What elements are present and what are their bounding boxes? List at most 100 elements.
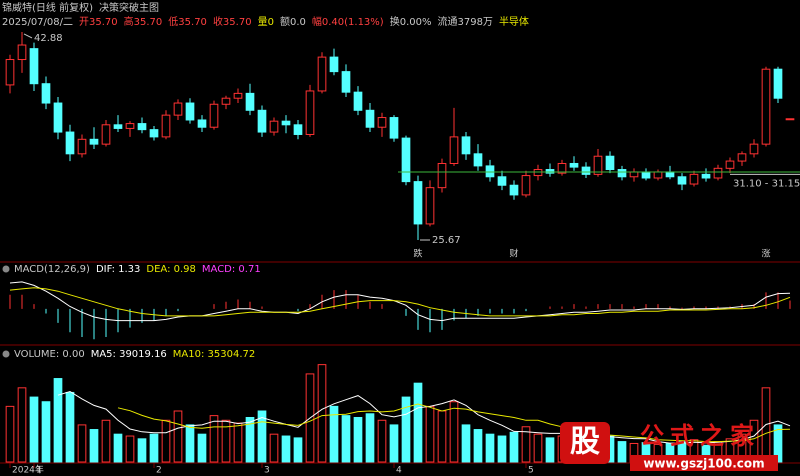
volume-bar [29, 396, 39, 463]
candle-body [125, 123, 135, 129]
volume-bar [533, 433, 543, 463]
candle-body [581, 166, 591, 175]
ma5-line [57, 390, 791, 444]
candle-body [209, 103, 219, 128]
volume-bar [77, 424, 87, 463]
high-label: 42.88 [34, 33, 63, 44]
volume-bar [353, 416, 363, 463]
watermark-logo: 股 [570, 425, 600, 460]
dif-line [9, 281, 791, 322]
x-tick-label: 1 [36, 466, 42, 476]
candle-body [269, 120, 279, 133]
legend-text: 额0.0 [280, 15, 306, 28]
candle-body [77, 138, 87, 155]
candle-body [305, 90, 315, 135]
legend-text: DEA: 0.98 [146, 264, 196, 275]
candle-body [629, 171, 639, 178]
volume-bar [341, 415, 351, 463]
candle-body [521, 175, 531, 196]
low-label: 25.67 [432, 235, 461, 246]
panel-icon [2, 350, 10, 358]
candle-body [653, 171, 663, 179]
volume-bar [101, 419, 111, 463]
legend-text: 高35.70 [124, 15, 163, 28]
candle-body [329, 56, 339, 73]
volume-bar [41, 401, 51, 463]
candle-body [665, 171, 675, 178]
candle-body [737, 153, 747, 162]
volume-bar [233, 422, 243, 463]
candle-body [749, 143, 759, 155]
volume-bar [89, 429, 99, 463]
ma10-line [117, 403, 791, 443]
candle-body [41, 83, 51, 104]
legend-text: 低35.70 [168, 15, 207, 28]
candle-body [533, 169, 543, 177]
volume-bar [5, 405, 15, 463]
candle-body [473, 153, 483, 167]
candle-body [89, 138, 99, 145]
volume-bar [65, 391, 75, 463]
candle-body [593, 155, 603, 175]
candle-body [113, 124, 123, 129]
candle-body [149, 129, 159, 138]
candle-body [137, 123, 147, 131]
watermark: 股 公式之家 www.gszj100.com [560, 422, 778, 471]
candle-body [401, 137, 411, 183]
candle-body [545, 169, 555, 174]
legend-text: DIF: 1.33 [96, 264, 140, 275]
watermark-url-bg [630, 455, 778, 471]
legend-text: 2025/07/08/二 [2, 17, 73, 28]
candle-body [221, 97, 231, 105]
x-tick-label: 2024年 [12, 464, 44, 476]
candle-body [437, 162, 447, 189]
candle-body [677, 176, 687, 185]
volume-bar [209, 415, 219, 463]
candle-body [101, 124, 111, 145]
volume-bar [161, 419, 171, 463]
candle-body [365, 109, 375, 128]
legend-text: MACD: 0.71 [202, 264, 261, 275]
volume-bar [485, 433, 495, 463]
x-tick-label: 5 [528, 466, 534, 476]
volume-bar [185, 424, 195, 463]
volume-bar [329, 405, 339, 463]
volume-bar [173, 410, 183, 463]
volume-bar [221, 419, 231, 463]
candle-body [341, 71, 351, 93]
legend-text: VOLUME: 0.00 [14, 349, 85, 360]
volume-bar [473, 429, 483, 463]
watermark-logo-bg [560, 422, 610, 464]
volume-bar [125, 435, 135, 463]
candle-body [701, 173, 711, 179]
volume-bar [437, 410, 447, 463]
candle-body [773, 68, 783, 99]
volume-bar [545, 437, 555, 463]
watermark-url: www.gszj100.com [643, 457, 764, 471]
candle-body [569, 162, 579, 168]
candle-body [245, 92, 255, 111]
candle-body [281, 120, 291, 126]
candle-body [53, 102, 63, 133]
volume-bar [149, 433, 159, 463]
candle-body [65, 131, 75, 155]
volume-bar [269, 433, 279, 463]
candle-body [461, 136, 471, 155]
legend-text: 收35.70 [213, 15, 252, 28]
volume-bar [509, 431, 519, 463]
candle-body [173, 102, 183, 116]
volume-bar [449, 401, 459, 463]
candle-body [761, 68, 771, 145]
volume-bar [245, 416, 255, 463]
volume-bar [413, 382, 423, 463]
candle-body [233, 92, 243, 99]
volume-bar [281, 435, 291, 463]
candle-body [713, 167, 723, 179]
volume-bar [497, 435, 507, 463]
event-marker: 财 [509, 248, 518, 260]
volume-bar [137, 438, 147, 463]
candle-body [257, 109, 267, 133]
candle-body [197, 119, 207, 128]
legend-text: 锦威特(日线 前复权) [2, 1, 93, 14]
volume-bar [17, 387, 27, 463]
